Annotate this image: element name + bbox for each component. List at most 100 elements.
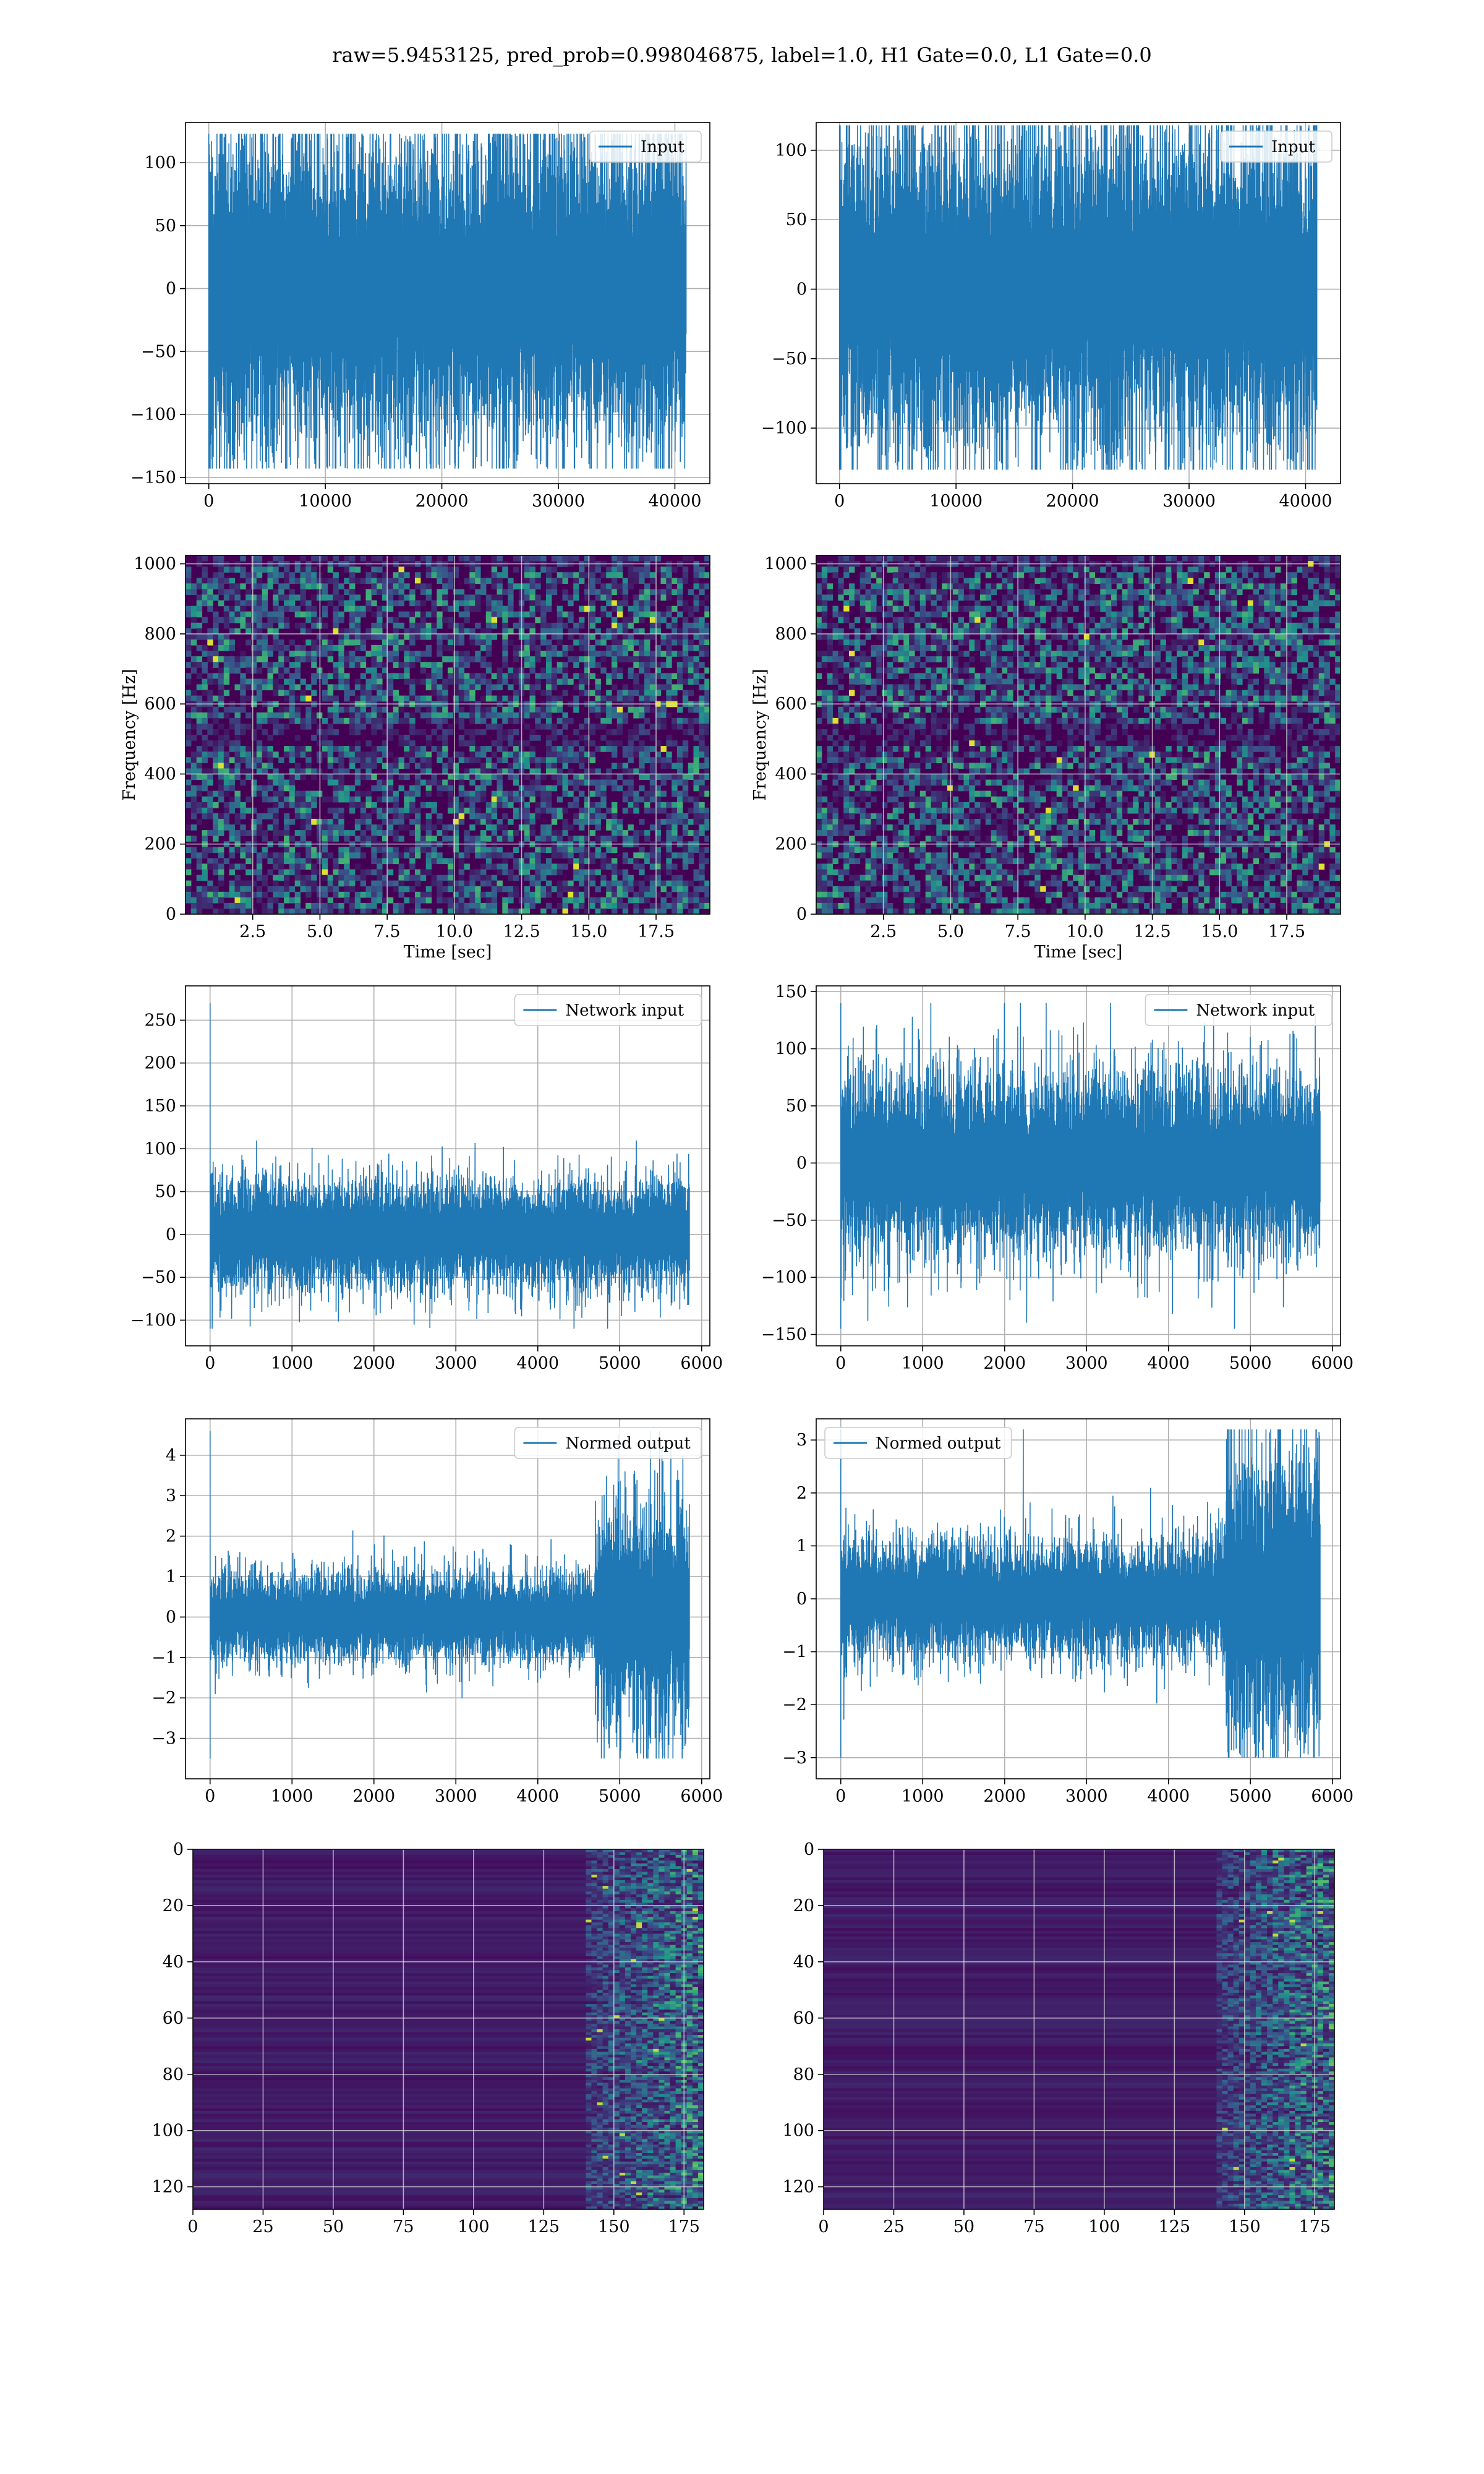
spectrogram-h1-ytick-label: 600: [144, 695, 176, 714]
network-input-h1-ytick-label: −50: [141, 1268, 176, 1287]
spectrogram-l1-ytick-label: 1000: [764, 555, 807, 574]
input-l1-legend: Input: [1220, 131, 1333, 163]
network-input-h1-background: [186, 986, 710, 1346]
normed-output-h1-plot-area: [186, 1419, 710, 1779]
feature-map-l1-ytick-label: 20: [793, 1896, 814, 1915]
normed-output-l1-xtick-label: 3000: [1065, 1787, 1108, 1806]
spectrogram-l1-frame: [816, 555, 1341, 915]
network-input-h1-plot-area: [186, 986, 710, 1346]
feature-map-l1-ytick-label: 40: [793, 1953, 814, 1972]
feature-map-l1-xtick-label: 100: [1088, 2217, 1120, 2236]
network-input-l1-legend-box: [1145, 994, 1333, 1026]
input-l1-xtick-label: 40000: [1279, 492, 1333, 511]
input-l1-xtick-label: 0: [834, 492, 845, 511]
network-input-l1-ytick-label: −100: [761, 1268, 807, 1287]
spectrogram-h1-xtick-label: 7.5: [374, 922, 401, 941]
feature-map-l1-xtick-label: 150: [1229, 2217, 1261, 2236]
input-l1-chart: 0 10000 20000 30000 40000 −100 −50 0 50 100 Input: [761, 122, 1341, 511]
feature-map-l1-ytick-label: 120: [782, 2178, 814, 2197]
feature-map-l1-xtick-label: 175: [1298, 2217, 1331, 2236]
normed-output-l1-ytick-label: −1: [782, 1643, 807, 1662]
network-input-l1-ytick-label: 100: [775, 1040, 807, 1059]
normed-output-h1-ytick-label: 3: [166, 1486, 176, 1505]
spectrogram-l1-ylabel: Frequency [Hz]: [751, 669, 770, 800]
normed-output-h1-chart: 0 1000 2000 3000 4000 5000 6000 −3 −2 −1 0 1 2 3 4 Norm…: [151, 1418, 723, 1806]
input-h1-legend-label: Input: [641, 138, 684, 156]
network-input-l1-legend-label: Network input: [1196, 1001, 1315, 1020]
spectrogram-h1-xlabel: Time [sec]: [404, 943, 492, 962]
input-h1-frame: [185, 122, 710, 484]
feature-map-h1-ytick-label: 20: [163, 1896, 184, 1915]
network-input-h1-legend-box: [514, 994, 702, 1026]
feature-map-h1-ytick-label: 60: [163, 2009, 184, 2028]
feature-map-l1-xtick-label: 25: [883, 2217, 904, 2236]
feature-map-h1-xtick-label: 100: [458, 2217, 490, 2236]
network-input-h1-ytick-label: 150: [144, 1097, 176, 1116]
normed-output-l1-ytick-label: 3: [796, 1431, 807, 1450]
feature-map-h1-ytick-label: 120: [151, 2178, 184, 2197]
input-l1-series-line: [838, 125, 1318, 470]
network-input-h1-frame: [185, 985, 710, 1346]
network-input-h1-xtick-label: 4000: [516, 1354, 559, 1373]
network-input-l1-ytick-label: 50: [786, 1097, 807, 1116]
spectrogram-l1-ytick-label: 800: [775, 625, 807, 644]
spectrogram-h1-ytick-label: 200: [144, 835, 176, 854]
input-h1-series-line: [208, 134, 687, 469]
network-input-l1-xtick-label: 2000: [983, 1354, 1026, 1373]
normed-output-h1-ytick-label: 1: [166, 1567, 176, 1586]
network-input-l1-ytick-label: −150: [761, 1325, 807, 1345]
normed-output-h1-xtick-label: 6000: [680, 1787, 723, 1806]
normed-output-l1-xtick-label: 0: [835, 1787, 846, 1806]
spectrogram-h1-xtick-label: 12.5: [503, 922, 540, 941]
input-h1-chart: 0 10000 20000 30000 40000 −150 −100 −50 0 50 100 In…: [130, 122, 710, 511]
network-input-l1-ytick-label: −50: [772, 1211, 807, 1230]
network-input-l1-xtick-label: 0: [835, 1354, 846, 1373]
spectrogram-l1-plot-area: [816, 555, 1341, 914]
normed-output-h1-legend: Normed output: [514, 1427, 702, 1459]
normed-output-l1-chart: 0 1000 2000 3000 4000 5000 6000 −3 −2 −1 0 1 2 3 Norme…: [782, 1418, 1354, 1806]
normed-output-h1-ytick-label: −2: [151, 1689, 176, 1708]
input-l1-ytick-label: −50: [772, 349, 807, 369]
input-l1-ytick-label: −100: [761, 419, 807, 438]
input-h1-xtick-label: 10000: [299, 492, 352, 511]
feature-map-l1-ytick-label: 100: [782, 2121, 814, 2141]
feature-map-h1-ytick-label: 100: [151, 2121, 184, 2141]
input-h1-ytick-label: 50: [155, 216, 176, 236]
network-input-h1-chart: 0 1000 2000 3000 4000 5000 6000 −100 −50 0 50 100 15…: [130, 985, 723, 1373]
feature-map-l1-xtick-label: 125: [1159, 2217, 1191, 2236]
feature-map-l1-chart: 0 25 50 75 100 125 150 175 0 20 40 60 80 100 120: [782, 1840, 1335, 2236]
normed-output-l1-legend-box: [824, 1427, 1012, 1459]
input-l1-frame: [816, 122, 1341, 484]
normed-output-h1-xtick-label: 2000: [352, 1787, 395, 1806]
input-l1-xtick-label: 20000: [1046, 492, 1099, 511]
spectrogram-l1-xtick-label: 12.5: [1134, 922, 1171, 941]
network-input-h1-xtick-label: 3000: [435, 1354, 477, 1373]
spectrogram-l1-xtick-label: 5.0: [937, 922, 964, 941]
normed-output-h1-xtick-label: 4000: [516, 1787, 559, 1806]
feature-map-l1-ytick-label: 60: [793, 2009, 814, 2028]
spectrogram-l1-xtick-label: 17.5: [1268, 922, 1305, 941]
spectrogram-h1-plot-area: [186, 555, 710, 914]
spectrogram-h1-frame: [185, 555, 710, 915]
network-input-h1-ytick-label: −100: [130, 1311, 176, 1330]
spectrogram-h1-ytick-label: 0: [166, 905, 176, 924]
feature-map-l1-ytick-label: 0: [804, 1840, 814, 1859]
spectrogram-l1-xtick-label: 2.5: [870, 922, 897, 941]
normed-output-l1-ytick-label: 2: [796, 1484, 807, 1503]
normed-output-h1-ytick-label: 2: [166, 1527, 176, 1546]
network-input-h1-xtick-label: 1000: [271, 1354, 313, 1373]
network-input-l1-xtick-label: 1000: [902, 1354, 944, 1373]
input-l1-legend-box: [1220, 131, 1333, 163]
input-h1-legend: Input: [589, 131, 702, 163]
input-h1-plot-area: [186, 122, 710, 484]
network-input-h1-ytick-label: 250: [144, 1011, 176, 1030]
network-input-h1-ytick-label: 100: [144, 1139, 176, 1158]
network-input-l1-chart: 0 1000 2000 3000 4000 5000 6000 −150 −100 −50 0 50 1…: [761, 982, 1354, 1373]
spectrogram-h1-xtick-label: 5.0: [307, 922, 333, 941]
input-l1-ytick-label: 0: [796, 280, 807, 299]
network-input-h1-ytick-label: 0: [166, 1225, 176, 1244]
network-input-l1-xtick-label: 5000: [1229, 1354, 1272, 1373]
normed-output-h1-ytick-label: 4: [166, 1446, 176, 1465]
network-input-l1-ytick-label: 0: [796, 1154, 807, 1173]
network-input-h1-xtick-label: 0: [205, 1354, 215, 1373]
